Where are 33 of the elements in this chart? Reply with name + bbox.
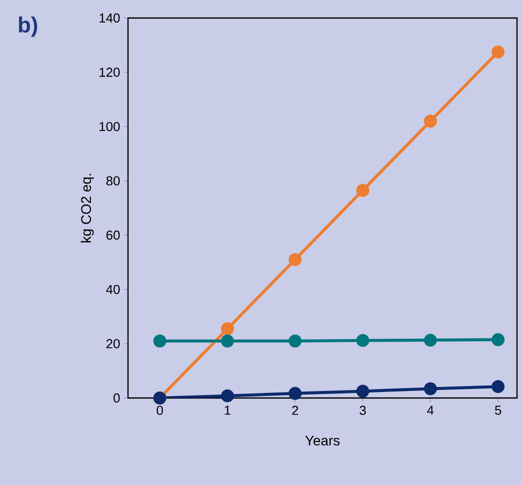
point: [220, 389, 234, 402]
y-axis-title: kg CO2 eq.: [80, 174, 94, 242]
point: [153, 334, 166, 348]
point: [220, 334, 234, 348]
point: [288, 253, 302, 266]
x-tick-label: 1: [224, 406, 230, 415]
x-tick-label: 0: [156, 406, 163, 415]
y-tick-label: 20: [106, 339, 120, 348]
x-tick-label: 3: [360, 406, 366, 415]
x-tick-label: 4: [427, 406, 434, 415]
point: [356, 384, 370, 398]
point: [492, 380, 505, 394]
y-tick-label: 0: [114, 393, 120, 403]
point: [492, 333, 505, 346]
y-tick-label: 60: [106, 230, 120, 240]
point: [492, 45, 505, 58]
y-tick-label: 120: [100, 68, 120, 77]
y-tick-label: 40: [106, 284, 120, 294]
x-axis-title: Years: [305, 436, 340, 446]
point: [356, 334, 370, 347]
point: [288, 386, 302, 400]
y-tick-label: 100: [100, 122, 120, 132]
y-tick-label: 140: [100, 13, 120, 23]
point: [424, 334, 437, 347]
x-tick-label: 5: [494, 406, 502, 415]
point: [424, 382, 437, 396]
y-tick-label: 80: [106, 176, 120, 186]
point: [220, 322, 234, 336]
point: [356, 184, 370, 197]
text: b): [18, 16, 38, 37]
point: [424, 114, 437, 128]
point: [288, 334, 302, 348]
x-tick-label: 2: [292, 406, 298, 415]
